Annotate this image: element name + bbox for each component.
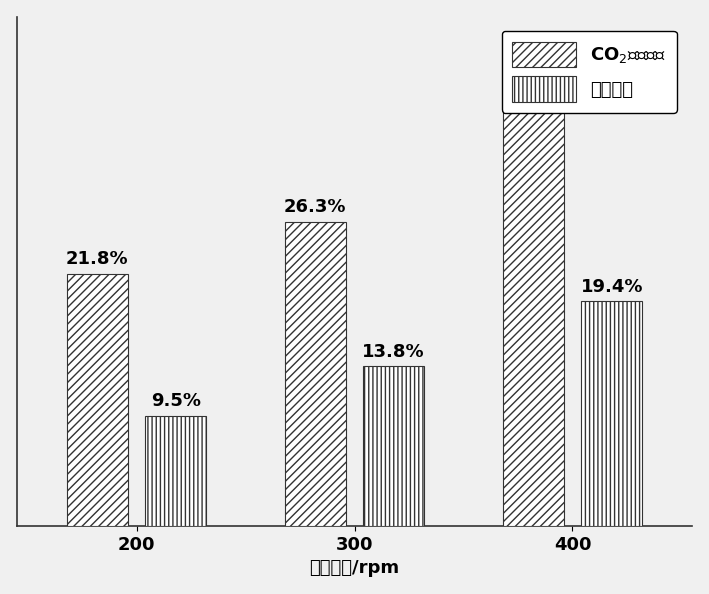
Bar xyxy=(145,416,206,526)
Text: 19.4%: 19.4% xyxy=(581,277,643,296)
Text: 9.5%: 9.5% xyxy=(151,392,201,410)
Text: 26.3%: 26.3% xyxy=(284,198,347,216)
Text: 36.7%: 36.7% xyxy=(502,77,564,96)
Bar xyxy=(285,222,346,526)
Legend: CO$_2$转换效率, 甲醇产率: CO$_2$转换效率, 甲醇产率 xyxy=(502,31,676,113)
Bar xyxy=(581,302,642,526)
Bar xyxy=(363,366,424,526)
Bar xyxy=(67,274,128,526)
Text: 21.8%: 21.8% xyxy=(66,250,128,268)
Text: 13.8%: 13.8% xyxy=(362,343,425,361)
X-axis label: 球磨转速/rpm: 球磨转速/rpm xyxy=(309,560,400,577)
Bar xyxy=(503,101,564,526)
